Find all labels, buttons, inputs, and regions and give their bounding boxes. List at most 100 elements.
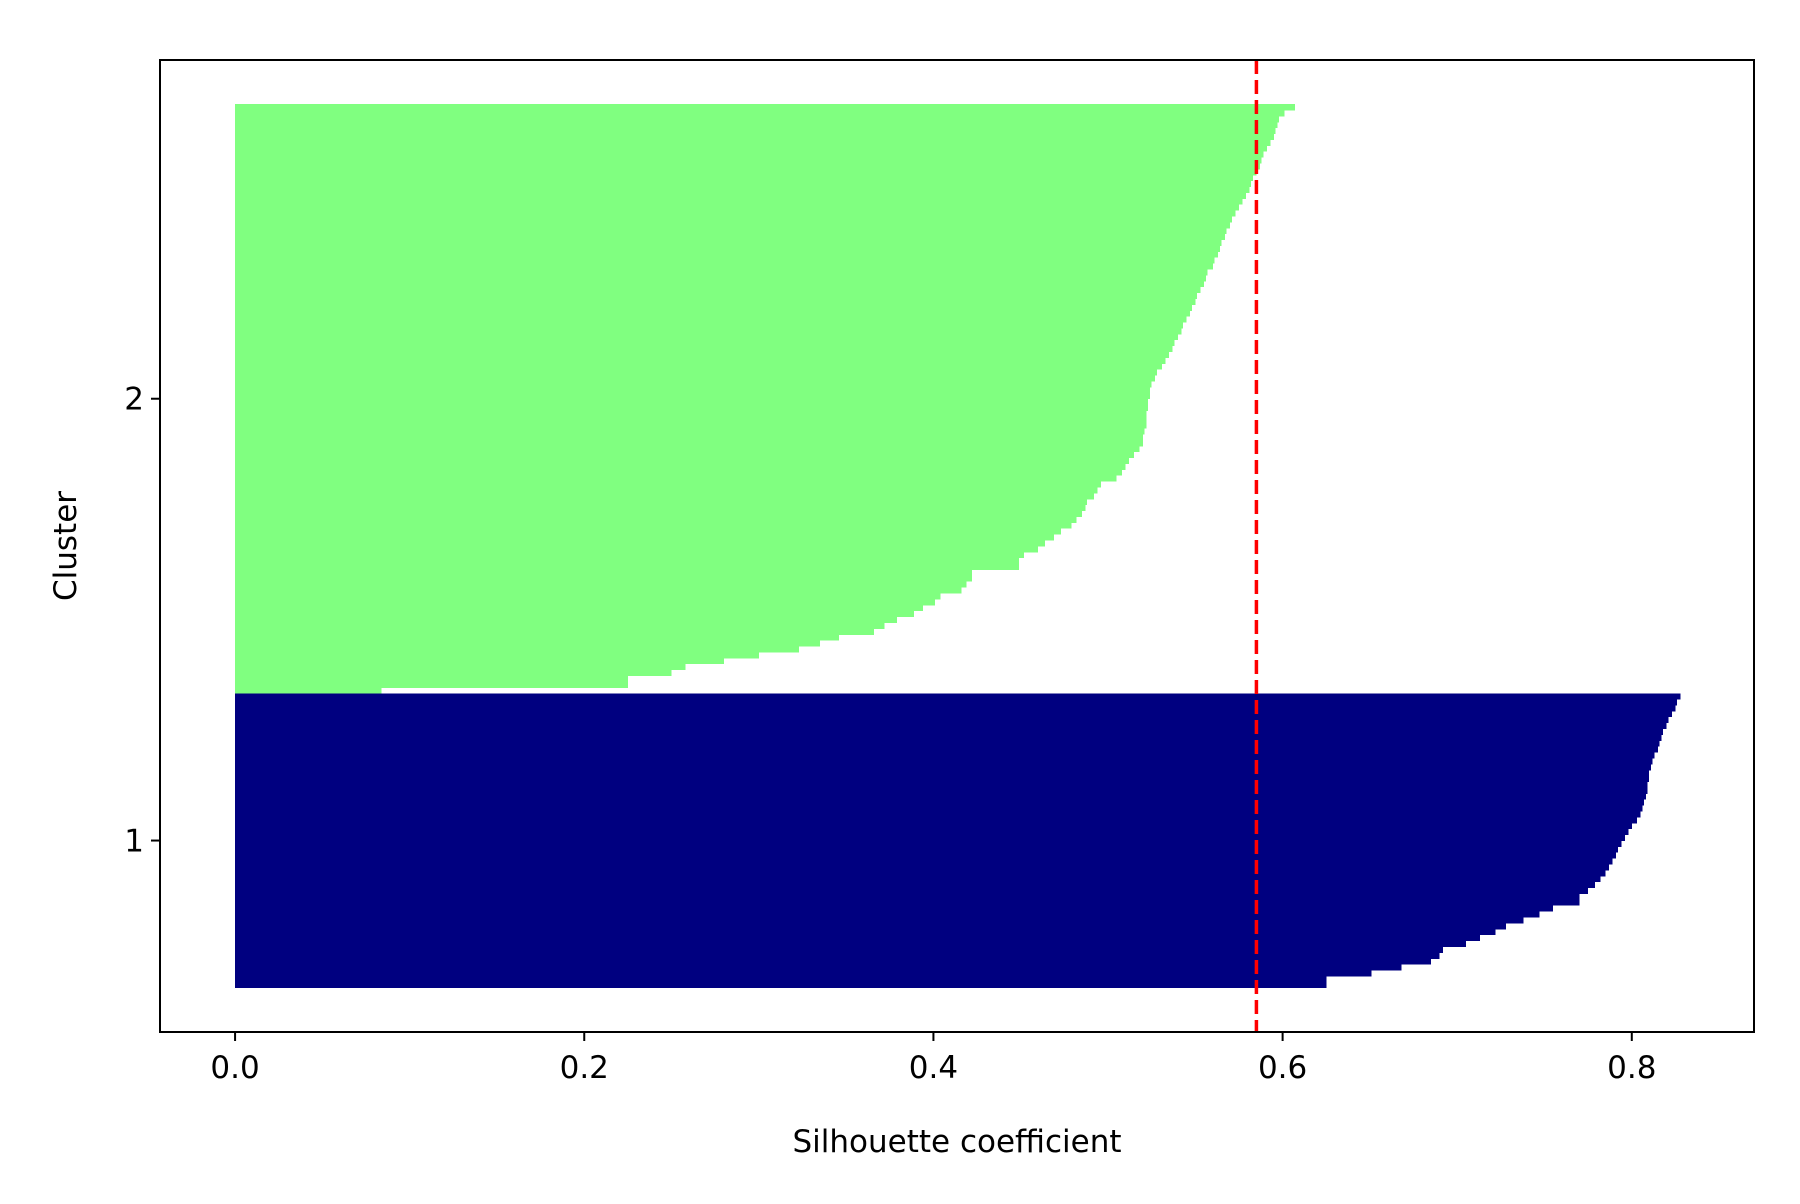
y-axis-label: Cluster bbox=[48, 491, 84, 601]
silhouette-bar bbox=[235, 575, 972, 582]
silhouette-bar bbox=[235, 917, 1524, 924]
silhouette-bar bbox=[235, 716, 1669, 724]
silhouette-bar bbox=[235, 110, 1285, 117]
x-tick-label: 0.6 bbox=[1258, 1050, 1307, 1086]
silhouette-bar bbox=[235, 699, 1678, 706]
silhouette-bar bbox=[235, 322, 1184, 329]
silhouette-bar bbox=[235, 870, 1606, 877]
silhouette-bar bbox=[235, 822, 1632, 830]
silhouette-bar bbox=[235, 981, 1327, 989]
silhouette-bar bbox=[235, 333, 1178, 341]
silhouette-bar bbox=[235, 428, 1145, 435]
silhouette-bar bbox=[235, 599, 936, 606]
silhouette-bar bbox=[235, 275, 1206, 282]
y-tick-label: 1 bbox=[124, 824, 144, 860]
silhouette-bar bbox=[235, 928, 1496, 936]
silhouette-bar bbox=[235, 657, 724, 665]
silhouette-bar bbox=[235, 151, 1264, 158]
silhouette-bar bbox=[235, 434, 1143, 441]
silhouette-bar bbox=[235, 245, 1220, 252]
silhouette-bar bbox=[235, 487, 1098, 494]
silhouette-bar bbox=[235, 292, 1198, 299]
silhouette-bar bbox=[235, 758, 1653, 765]
silhouette-bar bbox=[235, 970, 1372, 977]
silhouette-bar bbox=[235, 557, 1019, 565]
silhouette-bar bbox=[235, 145, 1267, 152]
silhouette-bar bbox=[235, 693, 1681, 700]
silhouette-bar bbox=[235, 604, 923, 612]
silhouette-bar bbox=[235, 952, 1440, 959]
silhouette-bar bbox=[235, 793, 1646, 800]
silhouette-bar bbox=[235, 616, 897, 623]
silhouette-bar bbox=[235, 946, 1444, 953]
silhouette-bar bbox=[235, 710, 1672, 718]
y-tick-label: 2 bbox=[124, 382, 144, 418]
silhouette-bar bbox=[235, 251, 1219, 258]
silhouette-bar bbox=[235, 964, 1402, 971]
silhouette-bar bbox=[235, 115, 1280, 123]
x-tick-label: 0.8 bbox=[1607, 1050, 1656, 1086]
silhouette-bar bbox=[235, 310, 1191, 317]
silhouette-bar bbox=[235, 422, 1147, 429]
silhouette-bar bbox=[235, 339, 1175, 347]
silhouette-bar bbox=[235, 410, 1147, 417]
silhouette-bar bbox=[235, 540, 1046, 547]
silhouette-bar bbox=[235, 168, 1257, 176]
silhouette-bar bbox=[235, 669, 672, 676]
silhouette-bar bbox=[235, 622, 885, 629]
silhouette-bar bbox=[235, 375, 1156, 382]
x-axis-label: Silhouette coefficient bbox=[792, 1124, 1121, 1160]
silhouette-bar bbox=[235, 740, 1660, 747]
silhouette-bar bbox=[235, 233, 1225, 241]
silhouette-bar bbox=[235, 940, 1466, 947]
silhouette-bar bbox=[235, 728, 1664, 735]
silhouette-bar bbox=[235, 858, 1613, 865]
silhouette-bar bbox=[235, 257, 1215, 264]
silhouette-bar bbox=[235, 746, 1658, 753]
silhouette-bar bbox=[235, 923, 1507, 930]
x-tick-label: 0.0 bbox=[210, 1050, 259, 1086]
silhouette-bar bbox=[235, 828, 1629, 836]
silhouette-bar bbox=[235, 781, 1648, 788]
silhouette-bar bbox=[235, 976, 1327, 983]
silhouette-bar bbox=[235, 363, 1163, 370]
silhouette-bar bbox=[235, 905, 1554, 912]
silhouette-bar bbox=[235, 911, 1540, 918]
silhouette-bar bbox=[235, 286, 1201, 294]
silhouette-bar bbox=[235, 357, 1166, 364]
silhouette-bar bbox=[235, 104, 1295, 111]
silhouette-bar bbox=[235, 210, 1236, 217]
silhouette-bar bbox=[235, 846, 1618, 853]
silhouette-bar bbox=[235, 381, 1152, 388]
x-tick-label: 0.2 bbox=[560, 1050, 609, 1086]
axes-frame bbox=[159, 59, 1755, 1033]
silhouette-bar bbox=[235, 722, 1667, 730]
silhouette-bar bbox=[235, 840, 1622, 847]
silhouette-bar bbox=[235, 581, 967, 588]
silhouette-bar bbox=[235, 269, 1208, 276]
silhouette-bar bbox=[235, 133, 1274, 140]
silhouette-bar bbox=[235, 875, 1601, 883]
silhouette-bar bbox=[235, 546, 1039, 553]
silhouette-bar bbox=[235, 481, 1102, 488]
x-tick-label: 0.4 bbox=[909, 1050, 958, 1086]
silhouette-bar bbox=[235, 522, 1072, 529]
silhouette-bar bbox=[235, 369, 1157, 376]
silhouette-bar bbox=[235, 752, 1655, 759]
silhouette-bar bbox=[235, 198, 1243, 205]
silhouette-bar bbox=[235, 528, 1061, 535]
silhouette-bar bbox=[235, 864, 1610, 871]
silhouette-bar bbox=[235, 646, 799, 653]
silhouette-bar bbox=[235, 852, 1617, 859]
silhouette-bar bbox=[235, 180, 1252, 188]
silhouette-bar bbox=[235, 475, 1117, 482]
silhouette-bar bbox=[235, 192, 1246, 199]
silhouette-bar bbox=[235, 121, 1278, 129]
silhouette-bar bbox=[235, 345, 1173, 352]
silhouette-bar bbox=[235, 934, 1480, 942]
silhouette-bar bbox=[235, 652, 759, 659]
silhouette-bar bbox=[235, 227, 1227, 235]
silhouette-bar bbox=[235, 457, 1129, 464]
silhouette-bar bbox=[235, 204, 1239, 211]
